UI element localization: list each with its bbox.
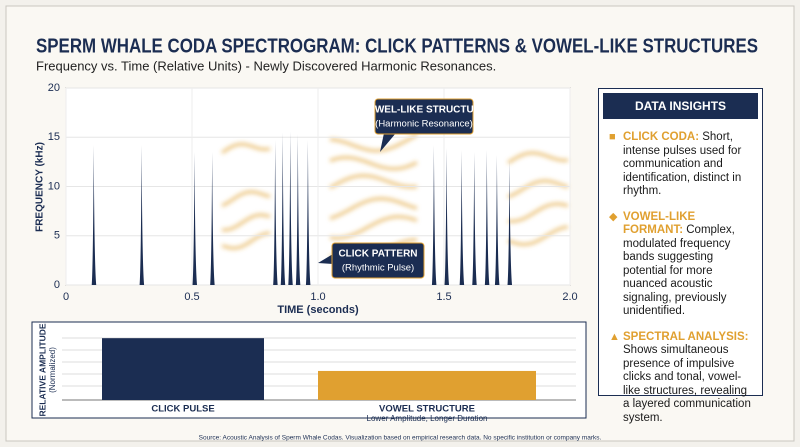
insight-item: ◆ VOWEL-LIKE FORMANT: Complex, modulated … [609, 211, 754, 319]
callout-box [374, 98, 474, 135]
formant-band [329, 155, 418, 171]
y-tick-label: 15 [48, 131, 60, 143]
click-spike [295, 134, 301, 285]
annotation-text: (Harmonic Resonance) [375, 119, 473, 130]
annotation-title: CLICK PATTERN [338, 249, 417, 260]
click-spike [484, 150, 490, 285]
click-spike [459, 150, 465, 285]
callout-pointer [318, 254, 333, 264]
formant-band [221, 213, 271, 232]
x-tick-label: 0 [63, 291, 69, 303]
click-spike [288, 131, 293, 285]
formant-band [221, 142, 271, 155]
insight-item: ■ CLICK CODA: Short, intense pulses used … [609, 131, 754, 199]
chart-title: SPERM WHALE CODA SPECTROGRAM: CLICK PATT… [36, 35, 758, 57]
insight-text: Complex, modulated frequency bands sugge… [623, 224, 735, 317]
click-spike [139, 145, 145, 285]
click-spike [494, 154, 500, 285]
callout-pointer [380, 133, 396, 152]
formant-band [221, 190, 271, 208]
x-tick-label: 1.0 [310, 291, 325, 303]
insight-heading: VOWEL-LIKE FORMANT: [623, 210, 696, 237]
insight-item: ▲ SPECTRAL ANALYSIS: Shows simultaneous p… [609, 331, 754, 426]
y-tick-label: 10 [48, 180, 60, 192]
click-spike [192, 152, 198, 285]
formant-band [507, 151, 569, 165]
y-tick-label: 5 [54, 230, 60, 242]
click-spike [507, 159, 513, 285]
insight-icon: ■ [609, 131, 616, 143]
formant-band [221, 231, 271, 250]
formant-band [329, 196, 418, 221]
annotation-title: VOWEL-LIKE STRUCTURE [360, 105, 488, 116]
click-spike [472, 152, 477, 285]
formant-band [507, 202, 569, 224]
chart-subtitle: Frequency vs. Time (Relative Units) - Ne… [36, 58, 496, 73]
formant-band [329, 173, 418, 190]
x-tick-label: 2.0 [562, 291, 577, 303]
click-spike [444, 148, 450, 285]
bar [102, 338, 264, 400]
formant-band [507, 179, 569, 199]
insights-panel: DATA INSIGHTS ■ CLICK CODA: Short, intens… [598, 88, 763, 424]
bar-y-note: (Normalized) [48, 347, 57, 393]
source: Source: Acoustic Analysis of Sperm Whale… [199, 435, 602, 442]
annotation-text: (Rhythmic Pulse) [342, 263, 414, 274]
insight-heading: CLICK CODA: [623, 131, 700, 143]
formant-band [507, 225, 569, 247]
x-axis-label: TIME (seconds) [277, 304, 359, 316]
bars [102, 338, 536, 400]
insight-icon: ▲ [609, 330, 620, 343]
x-tick-label: 1.5 [436, 291, 451, 303]
bar-note: Lower Amplitude, Longer Duration [367, 414, 488, 423]
x-tick-label: CLICK PULSE [151, 404, 214, 415]
y-tick-label: 0 [54, 279, 60, 291]
bar-y-label: RELATIVE AMPLITUDE [37, 323, 47, 416]
insight-heading: SPECTRAL ANALYSIS: [623, 330, 749, 343]
click-spike [210, 152, 215, 285]
insight-text: Shows simultaneous presence of impulsive… [623, 344, 751, 424]
y-axis-label: FREQUENCY (kHz) [35, 142, 46, 232]
bar [318, 370, 536, 400]
click-spike [273, 140, 278, 285]
x-tick-label: 0.5 [184, 291, 199, 303]
insights-title: DATA INSIGHTS [603, 93, 758, 119]
insight-body: SPECTRAL ANALYSIS: Shows simultaneous pr… [623, 331, 754, 426]
clicks [91, 131, 513, 285]
insight-body: VOWEL-LIKE FORMANT: Complex, modulated f… [623, 211, 754, 319]
click-spike [280, 132, 286, 285]
insight-text: Short, intense pulses used for communica… [623, 131, 742, 197]
insight-icon: ◆ [609, 210, 618, 223]
click-spike [91, 145, 97, 285]
click-spike [305, 140, 311, 285]
insight-body: CLICK CODA: Short, intense pulses used f… [623, 131, 754, 199]
formant-band [329, 133, 418, 153]
y-tick-label: 20 [48, 82, 60, 94]
formant-band [329, 215, 418, 240]
callout-box [331, 242, 425, 279]
click-spike [431, 145, 437, 285]
x-tick-label: VOWEL STRUCTURE [379, 404, 475, 415]
